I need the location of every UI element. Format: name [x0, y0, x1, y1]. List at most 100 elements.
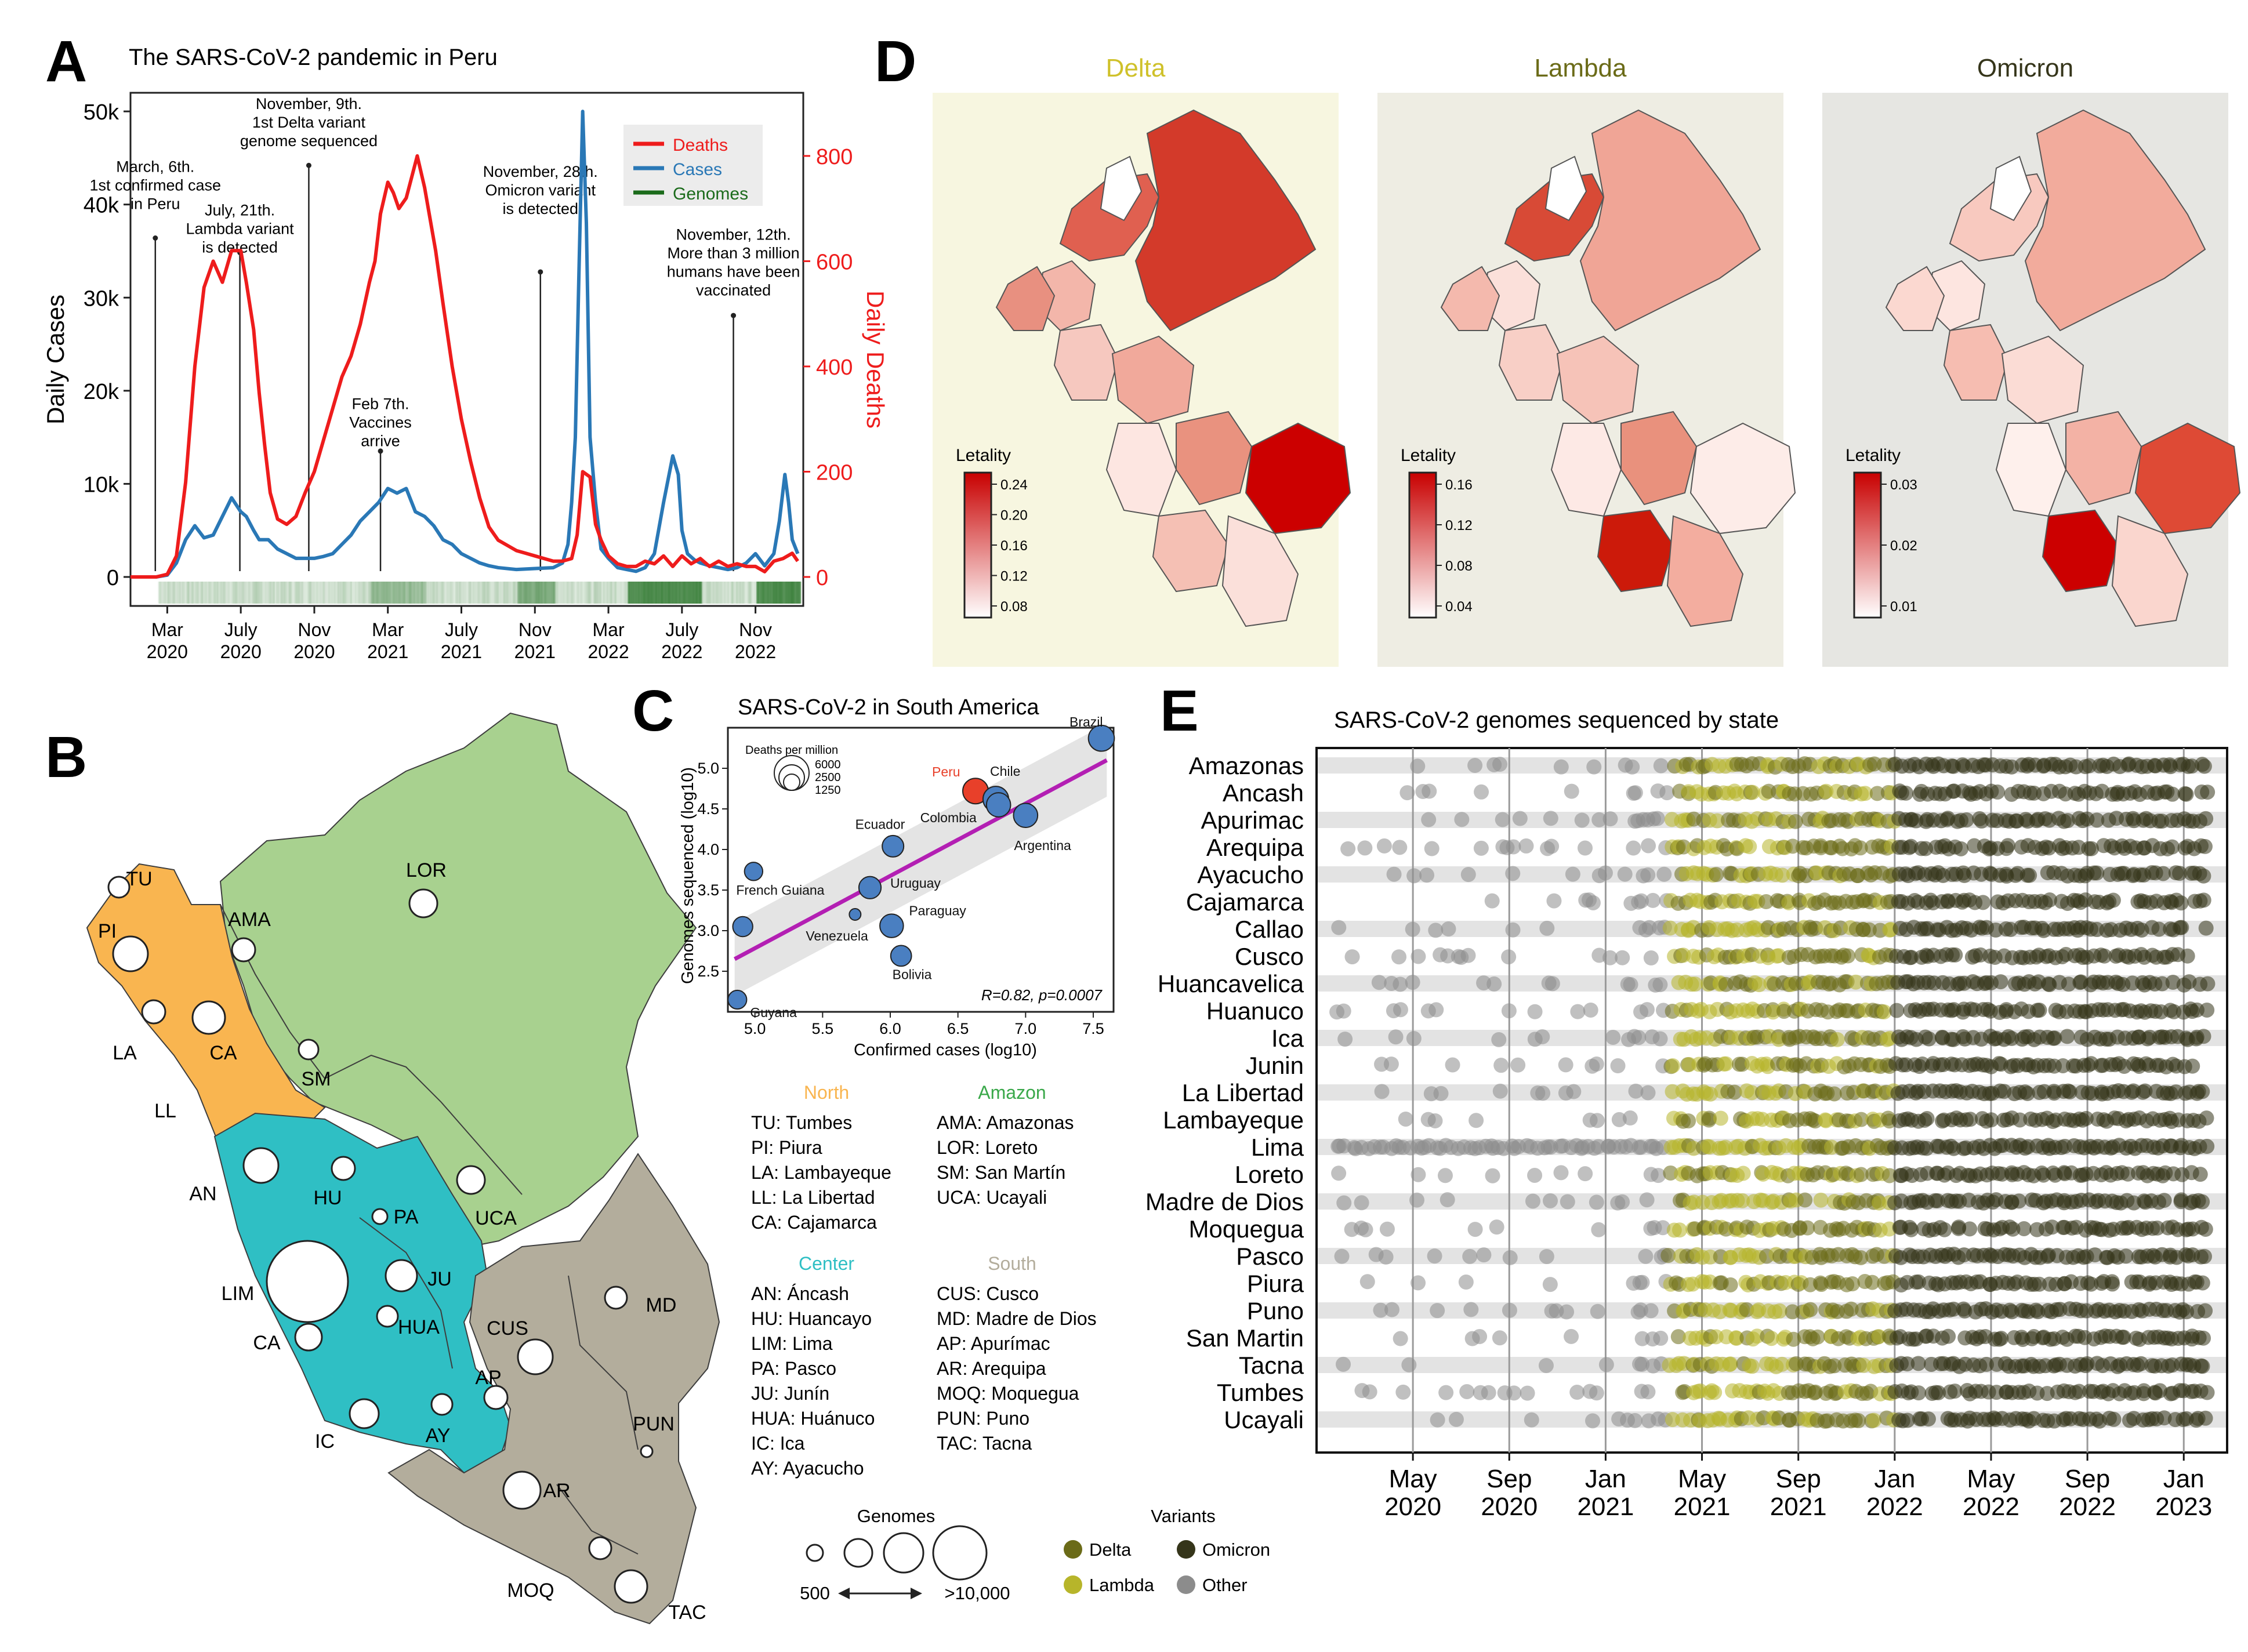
genome-density-bar — [472, 582, 474, 604]
genome-density-bar — [698, 582, 701, 604]
genome-point — [1553, 1165, 1569, 1181]
genome-point — [1702, 1249, 1718, 1265]
genome-point — [2118, 1248, 2134, 1264]
genome-point — [1458, 1275, 1474, 1290]
genome-density-bar — [638, 582, 641, 604]
genome-density-bar — [234, 582, 237, 604]
x-tick-label-year: 2020 — [293, 641, 335, 662]
genome-bubble — [604, 1286, 628, 1310]
genome-density-bar — [295, 582, 298, 604]
genome-density-bar — [262, 582, 265, 604]
genome-point — [2156, 1193, 2172, 1208]
panel-a-lines — [130, 110, 800, 579]
genome-point — [1615, 950, 1630, 965]
genome-density-bar — [701, 582, 704, 604]
genome-point — [1334, 1248, 1350, 1264]
genome-point — [1428, 1002, 1444, 1018]
country-label: Argentina — [1014, 838, 1071, 853]
department-code-label: PUN — [633, 1413, 675, 1435]
genome-point — [1723, 1356, 1738, 1372]
genome-density-bar — [556, 582, 559, 604]
department-shape — [1620, 411, 1698, 506]
colorbar-tick-label: 0.20 — [1000, 508, 1028, 524]
genome-point — [1656, 866, 1672, 882]
genome-density-bar — [347, 582, 350, 604]
genome-point — [1591, 1222, 1607, 1237]
x-tick-label-year: 2021 — [367, 641, 408, 662]
annotation-text: vaccinated — [696, 281, 771, 299]
genome-point — [1337, 1032, 1353, 1047]
genome-point — [1709, 813, 1725, 829]
x-tick-label: 7.0 — [1015, 1020, 1037, 1037]
genome-density-bar — [635, 582, 638, 604]
country-label: Ecuador — [855, 816, 905, 832]
variants-legend-title: Variants — [1151, 1506, 1215, 1526]
genome-density-bar — [404, 582, 407, 604]
state-label: Arequipa — [1206, 834, 1304, 861]
genome-density-bar — [634, 582, 637, 604]
genome-density-bar — [362, 582, 365, 604]
genome-point — [1336, 1195, 1352, 1211]
genome-density-bar — [361, 582, 364, 604]
genome-point — [1379, 1221, 1395, 1237]
genome-point — [1393, 976, 1408, 992]
genome-density-bar — [496, 582, 499, 604]
genome-density-bar — [593, 582, 596, 604]
genome-bubble — [502, 1471, 542, 1510]
genome-point — [2060, 813, 2076, 829]
genome-density-bar — [204, 582, 207, 604]
state-label: Madre de Dios — [1145, 1188, 1304, 1215]
x-tick-label: 7.5 — [1082, 1020, 1104, 1037]
genome-density-bar — [186, 582, 189, 604]
genome-point — [1546, 893, 1562, 909]
genome-density-bar — [386, 582, 389, 604]
genome-point — [2078, 1110, 2094, 1126]
genome-density-bar — [209, 582, 212, 604]
genome-point — [2200, 976, 2216, 992]
boundary-line — [568, 1275, 639, 1450]
genome-point — [1484, 893, 1500, 909]
genome-density-bar — [501, 582, 504, 604]
genome-point — [1472, 1328, 1488, 1344]
genome-point — [1398, 1111, 1413, 1127]
genome-density-bar — [590, 582, 593, 604]
genome-density-bar — [317, 582, 320, 604]
state-label: Moquegua — [1189, 1215, 1304, 1243]
genome-density-bar — [778, 582, 781, 604]
genome-point — [1467, 758, 1483, 774]
annotation-text: November, 9th. — [256, 95, 362, 112]
genome-density-bar — [343, 582, 346, 604]
annotation-text: is detected — [502, 200, 578, 217]
department-shape — [1053, 324, 1119, 401]
genome-point — [1638, 1248, 1654, 1264]
genome-density-bar — [188, 582, 191, 604]
genome-density-bar — [625, 582, 628, 604]
genome-density-bar — [447, 582, 450, 604]
x-tick-label-month: Sep — [1776, 1465, 1821, 1493]
genome-point — [2197, 838, 2213, 854]
genome-point — [2198, 811, 2214, 826]
genome-point — [1543, 811, 1558, 826]
genome-density-bar — [522, 582, 525, 604]
genome-density-bar — [789, 582, 792, 604]
genome-density-bar — [681, 582, 684, 604]
genome-density-bar — [545, 582, 548, 604]
genome-point — [2196, 758, 2212, 774]
annotation-pin — [538, 269, 543, 275]
colorbar-tick-label: 0.16 — [1445, 477, 1473, 493]
x-tick-label-month: May — [1678, 1465, 1726, 1493]
genome-point — [1399, 785, 1415, 801]
annotation-text: Omicron variant — [485, 181, 596, 199]
department-shape — [1221, 515, 1299, 627]
genome-point — [1844, 1276, 1860, 1292]
genome-point — [1411, 1167, 1426, 1182]
country-label: Paraguay — [909, 903, 966, 918]
genome-density-bar — [176, 582, 179, 604]
genome-point — [1538, 1357, 1554, 1373]
genome-point — [1843, 1301, 1859, 1317]
genome-density-bar — [163, 582, 166, 604]
genome-density-bar — [730, 582, 733, 604]
genome-density-bar — [335, 582, 338, 604]
genome-density-bar — [724, 582, 727, 604]
